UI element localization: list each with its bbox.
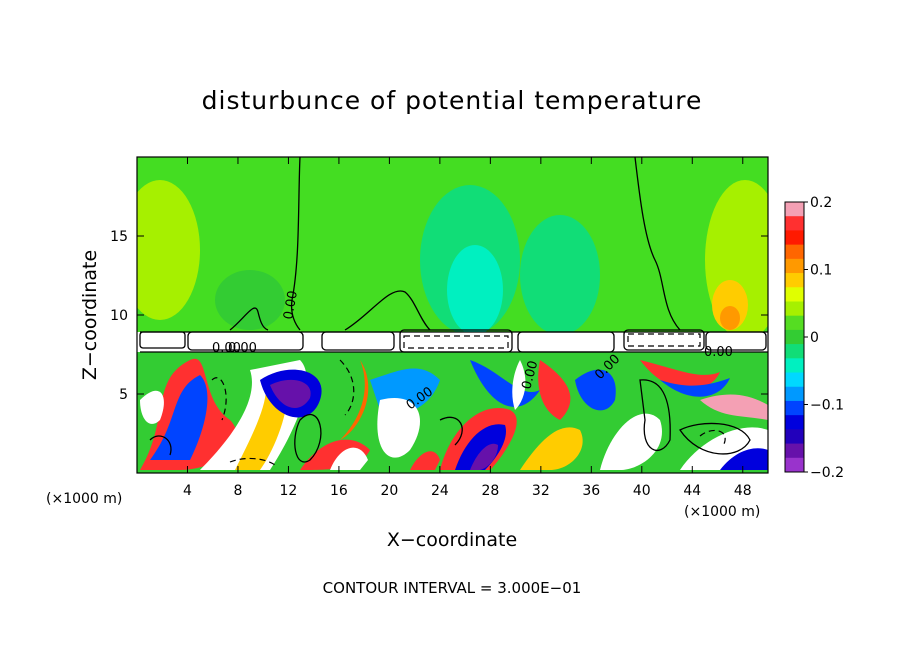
colorbar-swatch [785,358,804,374]
inversion-band [137,332,768,352]
field-patch [520,215,600,335]
colorbar-swatch [785,230,804,246]
contour-label: 0.00 [212,341,241,356]
colorbar-swatch [785,372,804,388]
y-tick-labels: 5 10 15 [110,229,128,403]
x-axis-title: X−coordinate [387,529,517,551]
x-tick-label: 12 [280,483,298,499]
colorbar-swatch [785,258,804,274]
colorbar-swatch [785,344,804,359]
colorbar-tick-labels: 0.2 0.1 0 −0.1 −0.2 [810,195,844,481]
contour-label: 0.00 [281,290,301,321]
colorbar-tick-label: −0.1 [810,398,844,414]
colorbar-swatch [785,315,804,331]
x-tick-label: 40 [633,483,651,499]
x-tick-label: 8 [233,483,242,499]
colorbar-swatch [785,400,804,416]
contour-label: 0.00 [704,345,733,360]
contour-label: 0.00 [519,359,541,391]
x-unit-left: (×1000 m) [46,491,122,507]
colorbar-swatch [785,244,804,260]
turbulent-swirls [140,358,768,470]
contour-lines [139,157,768,463]
heatmap-field [137,157,768,473]
negative-contours [211,333,726,466]
y-tick-label: 15 [110,229,128,245]
colorbar-swatch [785,415,804,430]
x-tick-label: 32 [532,483,550,499]
colorbar-swatch [785,287,804,302]
colorbar-tick-label: 0.2 [810,195,832,211]
x-tick-label: 4 [183,483,192,499]
colorbar-swatch [785,301,804,317]
colorbar-tick-label: 0.1 [810,263,832,279]
x-tick-label: 48 [734,483,752,499]
chart-title: disturbunce of potential temperature [201,86,703,115]
colorbar-tick-label: 0 [810,330,819,346]
field-patch [137,180,200,320]
x-tick-label: 16 [330,483,348,499]
contour-interval-note: CONTOUR INTERVAL = 3.000E−01 [323,579,582,597]
x-tick-label: 36 [582,483,600,499]
x-tick-label: 20 [380,483,398,499]
x-tick-label: 24 [431,483,449,499]
colorbar-swatch [785,443,804,459]
y-axis-title: Z−coordinate [79,250,101,380]
colorbar-swatch [785,457,804,473]
field-patch [215,270,285,330]
axis-ticks [137,157,768,473]
colorbar-swatch [785,386,804,402]
x-tick-labels: 4 8 12 16 20 24 28 32 36 40 44 48 [183,483,752,499]
y-tick-label: 5 [119,387,128,403]
contour-label: 0.00 [228,341,257,356]
colorbar-swatch [785,429,804,445]
colorbar-swatch [785,202,804,217]
x-tick-label: 28 [481,483,499,499]
x-tick-label: 44 [683,483,701,499]
colorbar-swatch [785,273,804,288]
y-tick-label: 10 [110,308,128,324]
field-patch [447,245,503,335]
colorbar-swatch [785,216,804,231]
colorbar-tick-label: −0.2 [810,465,844,481]
colorbar [784,201,808,473]
colorbar-swatch [785,329,804,345]
field-patch [720,306,740,330]
x-unit-right: (×1000 m) [684,504,760,520]
